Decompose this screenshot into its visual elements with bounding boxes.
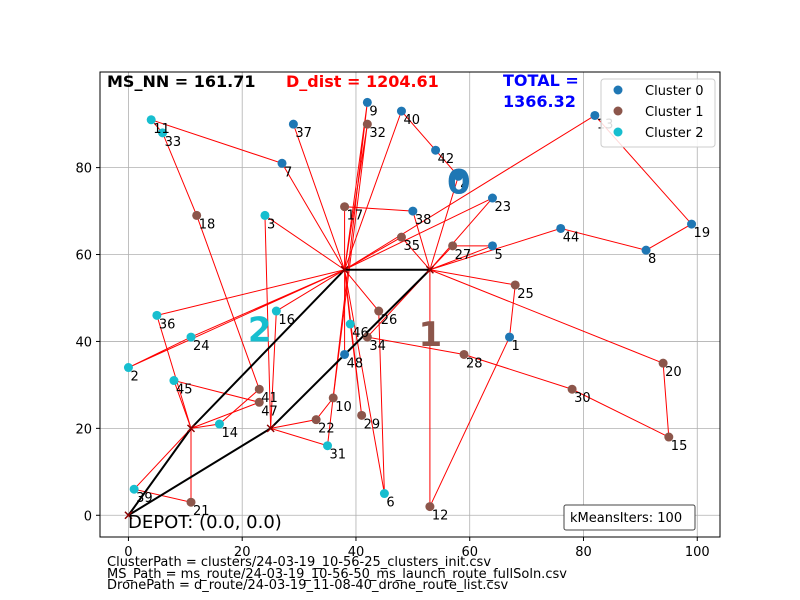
point-id-label: 27 — [455, 248, 472, 263]
legend-label-cluster-1: Cluster 1 — [645, 105, 704, 120]
point-id-label: 28 — [466, 356, 483, 371]
y-tick-label: 60 — [75, 249, 92, 264]
point-id-label: 14 — [221, 426, 238, 441]
point-id-label: 22 — [318, 422, 335, 437]
legend-marker-cluster-1 — [614, 107, 623, 116]
drone-path-text: DronePath = d_route/24-03-19_11-08-40_dr… — [107, 578, 508, 593]
legend-marker-cluster-0 — [614, 86, 623, 95]
point-id-label: 20 — [665, 365, 682, 380]
y-tick-label: 40 — [75, 335, 92, 350]
point-id-label: 26 — [381, 313, 398, 328]
point-id-label: 35 — [403, 239, 420, 254]
point-id-label: 19 — [694, 226, 711, 241]
point-id-label: 39 — [136, 491, 153, 506]
legend-marker-cluster-2 — [614, 128, 623, 137]
y-tick-label: 20 — [75, 422, 92, 437]
kmeans-box: kMeansIters: 100 — [564, 505, 695, 530]
y-tick-label: 80 — [75, 162, 92, 177]
point-id-label: 2 — [130, 370, 138, 385]
point-id-label: 37 — [295, 126, 312, 141]
point-id-label: 44 — [563, 230, 580, 245]
point-id-label: 48 — [347, 356, 364, 371]
cluster-number-label: 0 — [447, 163, 471, 203]
point-id-label: 29 — [364, 417, 381, 432]
point-id-label: 24 — [193, 339, 210, 354]
point-id-label: 7 — [284, 165, 292, 180]
legend-label-cluster-2: Cluster 2 — [645, 126, 704, 141]
point-id-label: 23 — [494, 200, 511, 215]
legend: Cluster 0 Cluster 1 Cluster 2 — [601, 79, 715, 147]
point-id-label: 5 — [494, 248, 502, 263]
point-id-label: 36 — [159, 317, 176, 332]
kmeans-annotation: kMeansIters: 100 — [570, 511, 682, 526]
point-id-label: 10 — [335, 400, 352, 415]
point-id-label: 6 — [386, 496, 394, 511]
point-id-label: 8 — [648, 252, 656, 267]
point-id-label: 32 — [369, 126, 386, 141]
point-id-label: 31 — [330, 448, 347, 463]
point-id-label: 1 — [512, 339, 520, 354]
point-id-label: 33 — [165, 135, 182, 150]
x-tick-label: 80 — [575, 545, 592, 560]
point-id-label: 47 — [261, 404, 278, 419]
depot-annotation: DEPOT: (0.0, 0.0) — [128, 512, 282, 533]
point-id-label: 34 — [369, 339, 386, 354]
point-id-label: 17 — [347, 209, 364, 224]
x-tick-label: 100 — [685, 545, 710, 560]
point-id-label: 30 — [574, 391, 591, 406]
point-id-label: 9 — [369, 104, 377, 119]
total-annotation-line1: TOTAL = — [503, 71, 579, 90]
point-id-label: 46 — [352, 326, 369, 341]
d-dist-annotation: D_dist = 1204.61 — [286, 72, 439, 91]
point-id-label: 16 — [278, 313, 295, 328]
legend-label-cluster-0: Cluster 0 — [645, 84, 704, 99]
point-id-label: 45 — [176, 383, 193, 398]
point-id-label: 18 — [199, 217, 216, 232]
point-id-label: 3 — [267, 217, 275, 232]
total-annotation-line2: 1366.32 — [503, 92, 576, 111]
point-id-label: 40 — [403, 113, 420, 128]
cluster-number-label: 2 — [248, 310, 272, 350]
point-id-label: 15 — [671, 439, 688, 454]
y-tick-label: 0 — [84, 509, 92, 524]
ms-nn-annotation: MS_NN = 161.71 — [107, 72, 256, 91]
point-id-label: 38 — [415, 213, 432, 228]
point-id-label: 25 — [517, 287, 534, 302]
point-id-label: 12 — [432, 509, 449, 524]
cluster-number-label: 1 — [419, 315, 443, 355]
